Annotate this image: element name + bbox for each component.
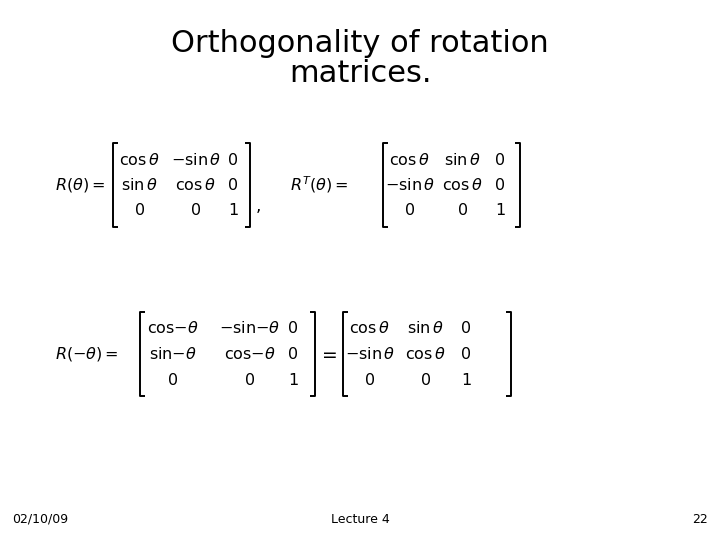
- Text: $0$: $0$: [495, 152, 505, 168]
- Text: $-\sin\theta$: $-\sin\theta$: [345, 346, 395, 362]
- Text: $R(\theta) =$: $R(\theta) =$: [55, 176, 105, 194]
- Text: $1$: $1$: [287, 372, 298, 388]
- Text: matrices.: matrices.: [289, 59, 431, 89]
- Text: $R(-\theta) =$: $R(-\theta) =$: [55, 345, 119, 363]
- Text: $\cos\theta$: $\cos\theta$: [390, 152, 431, 168]
- Text: $\sin\theta$: $\sin\theta$: [408, 320, 444, 336]
- Text: $0$: $0$: [405, 202, 415, 218]
- Text: $0$: $0$: [245, 372, 256, 388]
- Text: $\sin\theta$: $\sin\theta$: [122, 177, 158, 193]
- Text: $-\sin\theta$: $-\sin\theta$: [171, 152, 221, 168]
- Text: $0$: $0$: [287, 320, 299, 336]
- Text: $0$: $0$: [457, 202, 469, 218]
- Text: $-\sin\theta$: $-\sin\theta$: [384, 177, 435, 193]
- Text: $1$: $1$: [495, 202, 505, 218]
- Text: $\cos\theta$: $\cos\theta$: [349, 320, 390, 336]
- Text: $R^{T}(\theta) =$: $R^{T}(\theta) =$: [290, 174, 348, 195]
- Text: $\cos\theta$: $\cos\theta$: [405, 346, 446, 362]
- Text: $0$: $0$: [191, 202, 202, 218]
- Text: $\mathrm{cos}{-}\theta$: $\mathrm{cos}{-}\theta$: [147, 320, 199, 336]
- Text: $\mathrm{sin}{-}\theta$: $\mathrm{sin}{-}\theta$: [149, 346, 197, 362]
- Text: $0$: $0$: [420, 372, 431, 388]
- Text: $0$: $0$: [168, 372, 179, 388]
- Text: 22: 22: [692, 513, 708, 526]
- Text: $0$: $0$: [287, 346, 299, 362]
- Text: $,$: $,$: [255, 197, 261, 215]
- Text: $0$: $0$: [228, 152, 238, 168]
- Text: Orthogonality of rotation: Orthogonality of rotation: [171, 29, 549, 57]
- Text: $1$: $1$: [228, 202, 238, 218]
- Text: $=$: $=$: [318, 345, 338, 363]
- Text: $1$: $1$: [461, 372, 472, 388]
- Text: $0$: $0$: [135, 202, 145, 218]
- Text: $0$: $0$: [228, 177, 238, 193]
- Text: 02/10/09: 02/10/09: [12, 513, 68, 526]
- Text: Lecture 4: Lecture 4: [330, 513, 390, 526]
- Text: $\cos\theta$: $\cos\theta$: [443, 177, 484, 193]
- Text: $0$: $0$: [461, 320, 472, 336]
- Text: $\cos\theta$: $\cos\theta$: [120, 152, 161, 168]
- Text: $0$: $0$: [461, 346, 472, 362]
- Text: $\cos\theta$: $\cos\theta$: [176, 177, 217, 193]
- Text: $0$: $0$: [364, 372, 376, 388]
- Text: $-\mathrm{sin}{-}\theta$: $-\mathrm{sin}{-}\theta$: [220, 320, 281, 336]
- Text: $0$: $0$: [495, 177, 505, 193]
- Text: $\mathrm{cos}{-}\theta$: $\mathrm{cos}{-}\theta$: [224, 346, 276, 362]
- Text: $\sin\theta$: $\sin\theta$: [444, 152, 482, 168]
